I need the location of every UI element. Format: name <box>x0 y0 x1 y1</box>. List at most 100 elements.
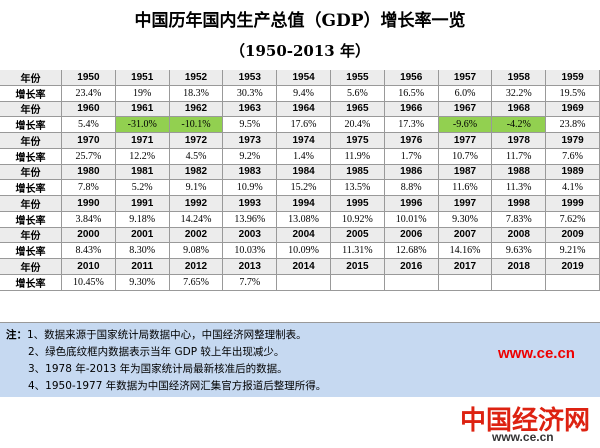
year-cell: 1956 <box>384 70 439 86</box>
year-cell: 1991 <box>115 196 170 212</box>
rate-cell: 17.3% <box>384 117 439 133</box>
year-cell: 1971 <box>115 133 170 149</box>
year-cell: 2008 <box>492 227 547 244</box>
year-cell: 1969 <box>546 101 600 118</box>
year-cell: 2004 <box>277 227 331 244</box>
note: 3、1978 年-2013 年为国家统计局最新核准后的数据。 <box>28 363 288 375</box>
rate-cell: 1.7% <box>384 148 439 165</box>
year-cell: 2013 <box>223 259 278 275</box>
rate-cell: 9.30% <box>115 274 170 291</box>
year-cell: 1970 <box>62 133 116 149</box>
notes-box: 注：1、数据来源于国家统计局数据中心，中国经济网整理制表。 2、绿色底纹框内数据… <box>0 322 600 397</box>
year-cell: 2007 <box>438 227 493 244</box>
rate-cell: 19.5% <box>546 85 600 102</box>
year-cell: 1987 <box>438 164 493 181</box>
rate-cell: 8.43% <box>62 243 116 259</box>
rate-cell: 7.6% <box>546 148 600 165</box>
rate-cell: 4.5% <box>169 148 224 165</box>
rate-cell: 19% <box>115 85 170 102</box>
rate-cell: 23.8% <box>546 117 600 133</box>
notes-prefix: 注： <box>6 329 27 341</box>
row-header: 年份 <box>0 227 62 244</box>
year-cell: 1998 <box>492 196 547 212</box>
year-cell: 1963 <box>223 101 278 118</box>
year-cell: 2005 <box>331 227 385 244</box>
year-cell: 1995 <box>331 196 385 212</box>
rate-cell: 9.4% <box>277 85 331 102</box>
rate-cell: 32.2% <box>492 85 547 102</box>
year-cell: 1990 <box>62 196 116 212</box>
year-cell: 1981 <box>115 164 170 181</box>
rate-cell: 9.30% <box>438 211 493 228</box>
row-header: 增长率 <box>0 148 62 165</box>
rate-cell: 13.5% <box>331 180 385 196</box>
year-cell: 1962 <box>169 101 224 118</box>
year-cell: 1980 <box>62 164 116 181</box>
year-cell: 2016 <box>384 259 439 275</box>
note: 1、数据来源于国家统计局数据中心，中国经济网整理制表。 <box>27 329 307 341</box>
rate-cell: 23.4% <box>62 85 116 102</box>
rate-cell: 11.6% <box>438 180 493 196</box>
year-cell: 1984 <box>277 164 331 181</box>
year-cell: 1957 <box>438 70 493 86</box>
year-cell: 2001 <box>115 227 170 244</box>
year-cell: 1951 <box>115 70 170 86</box>
rate-cell: 7.65% <box>169 274 224 291</box>
rate-cell: 9.5% <box>223 117 278 133</box>
rate-cell: 17.6% <box>277 117 331 133</box>
year-cell: 2011 <box>115 259 170 275</box>
rate-cell <box>384 274 439 291</box>
year-cell: 1960 <box>62 101 116 118</box>
note: 4、1950-1977 年数据为中国经济网汇集官方报道后整理所得。 <box>28 380 327 392</box>
year-cell: 2019 <box>546 259 600 275</box>
rate-cell: 9.18% <box>115 211 170 228</box>
year-cell: 1997 <box>438 196 493 212</box>
year-cell: 1966 <box>384 101 439 118</box>
rate-cell: 7.7% <box>223 274 278 291</box>
row-header: 年份 <box>0 196 62 212</box>
rate-cell: -9.6% <box>438 117 493 133</box>
rate-cell: 14.16% <box>438 243 493 259</box>
year-cell: 1978 <box>492 133 547 149</box>
year-cell: 1985 <box>331 164 385 181</box>
rate-cell: 10.09% <box>277 243 331 259</box>
rate-cell: 25.7% <box>62 148 116 165</box>
row-header: 增长率 <box>0 180 62 196</box>
title: 中国历年国内生产总值（GDP）增长率一览 <box>134 11 466 31</box>
rate-cell: 5.6% <box>331 85 385 102</box>
year-cell: 1964 <box>277 101 331 118</box>
note: 2、绿色底纹框内数据表示当年 GDP 较上年出现减少。 <box>28 346 285 358</box>
row-header: 增长率 <box>0 211 62 228</box>
rate-cell: 10.03% <box>223 243 278 259</box>
rate-cell: 10.01% <box>384 211 439 228</box>
year-cell: 2000 <box>62 227 116 244</box>
subtitle: （1950-2013 年） <box>230 42 370 60</box>
rate-cell: 11.7% <box>492 148 547 165</box>
year-cell: 1955 <box>331 70 385 86</box>
rate-cell: 20.4% <box>331 117 385 133</box>
row-header: 年份 <box>0 133 62 149</box>
row-header: 年份 <box>0 70 62 86</box>
rate-cell: 7.83% <box>492 211 547 228</box>
rate-cell: 4.1% <box>546 180 600 196</box>
row-header: 年份 <box>0 259 62 275</box>
rate-cell: 5.2% <box>115 180 170 196</box>
rate-cell <box>546 274 600 291</box>
rate-cell: 9.2% <box>223 148 278 165</box>
year-cell: 1972 <box>169 133 224 149</box>
rate-cell: 13.96% <box>223 211 278 228</box>
year-cell: 2002 <box>169 227 224 244</box>
year-cell: 2012 <box>169 259 224 275</box>
year-cell: 1965 <box>331 101 385 118</box>
year-cell: 1982 <box>169 164 224 181</box>
rate-cell: 11.31% <box>331 243 385 259</box>
year-cell: 1959 <box>546 70 600 86</box>
year-cell: 1967 <box>438 101 493 118</box>
year-cell: 1952 <box>169 70 224 86</box>
logo-url: www.ce.cn <box>492 430 554 444</box>
year-cell: 2017 <box>438 259 493 275</box>
row-header: 增长率 <box>0 117 62 133</box>
rate-cell: -31.0% <box>115 117 170 133</box>
year-cell: 1988 <box>492 164 547 181</box>
